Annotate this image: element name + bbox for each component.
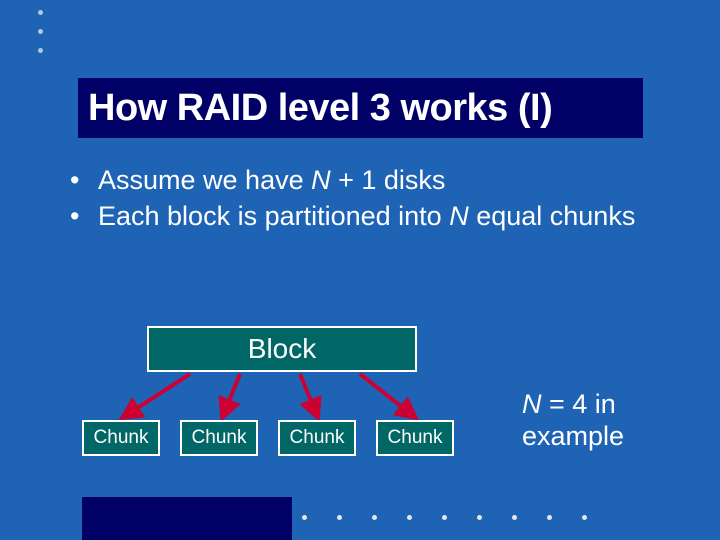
dot: [38, 10, 43, 15]
dot: [407, 515, 412, 520]
title-bar: How RAID level 3 works (I): [78, 78, 643, 138]
text-span: Each block is partitioned into: [98, 201, 449, 231]
chunks-row: Chunk Chunk Chunk Chunk: [82, 420, 454, 456]
chunk-box: Chunk: [82, 420, 160, 456]
bullet-list: • Assume we have N + 1 disks • Each bloc…: [70, 164, 670, 236]
dot: [38, 29, 43, 34]
bullet-marker: •: [70, 164, 98, 198]
block-label: Block: [248, 333, 316, 365]
decorative-dots-top: [38, 10, 43, 53]
arrow-line: [360, 374, 416, 418]
text-span: Assume we have: [98, 165, 311, 195]
block-box: Block: [147, 326, 417, 372]
bullet-text: Each block is partitioned into N equal c…: [98, 200, 670, 234]
italic-n: N: [311, 165, 331, 195]
arrow-line: [222, 374, 240, 418]
text-span: + 1 disks: [331, 165, 446, 195]
dot: [547, 515, 552, 520]
bullet-marker: •: [70, 200, 98, 234]
bullet-item: • Each block is partitioned into N equal…: [70, 200, 670, 234]
bullet-item: • Assume we have N + 1 disks: [70, 164, 670, 198]
arrow-line: [300, 374, 318, 418]
dot: [38, 48, 43, 53]
chunk-box: Chunk: [278, 420, 356, 456]
slide-title: How RAID level 3 works (I): [88, 87, 552, 130]
decorative-dots-bottom: [302, 515, 587, 520]
example-note: N = 4 in example: [522, 388, 692, 453]
dot: [442, 515, 447, 520]
dot: [337, 515, 342, 520]
italic-n: N: [449, 201, 469, 231]
arrow-line: [122, 374, 190, 418]
dot: [582, 515, 587, 520]
dot: [477, 515, 482, 520]
bottom-accent-bar: [82, 497, 292, 540]
bullet-text: Assume we have N + 1 disks: [98, 164, 670, 198]
chunk-box: Chunk: [376, 420, 454, 456]
text-span: equal chunks: [469, 201, 636, 231]
dot: [512, 515, 517, 520]
italic-n: N: [522, 389, 542, 419]
chunk-box: Chunk: [180, 420, 258, 456]
dot: [302, 515, 307, 520]
dot: [372, 515, 377, 520]
